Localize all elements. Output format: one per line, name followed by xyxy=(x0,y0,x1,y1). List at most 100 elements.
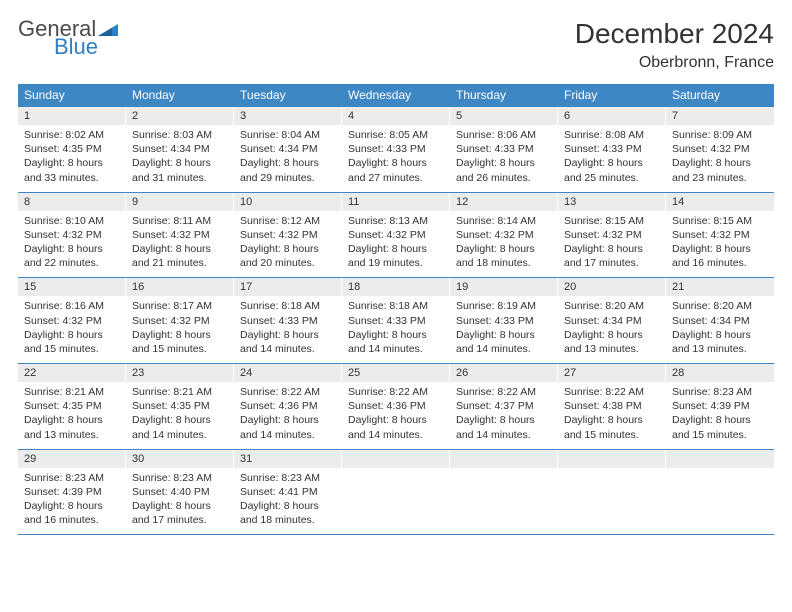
day-number: 2 xyxy=(126,107,234,125)
sunrise-text: Sunrise: 8:13 AM xyxy=(348,214,444,228)
day-cell: 5Sunrise: 8:06 AMSunset: 4:33 PMDaylight… xyxy=(450,107,558,193)
week-row: 1Sunrise: 8:02 AMSunset: 4:35 PMDaylight… xyxy=(18,107,774,193)
daylight-text: Daylight: 8 hours xyxy=(24,499,120,513)
day-cell: 24Sunrise: 8:22 AMSunset: 4:36 PMDayligh… xyxy=(234,364,342,450)
sunset-text: Sunset: 4:34 PM xyxy=(132,142,228,156)
sunrise-text: Sunrise: 8:21 AM xyxy=(24,385,120,399)
sunrise-text: Sunrise: 8:16 AM xyxy=(24,299,120,313)
daylight-text: Daylight: 8 hours xyxy=(456,328,552,342)
day-body: Sunrise: 8:22 AMSunset: 4:37 PMDaylight:… xyxy=(450,382,558,449)
day-number: 3 xyxy=(234,107,342,125)
daylight-text: and 17 minutes. xyxy=(132,513,228,527)
daylight-text: Daylight: 8 hours xyxy=(348,328,444,342)
day-body: Sunrise: 8:23 AMSunset: 4:39 PMDaylight:… xyxy=(18,468,126,535)
day-body: Sunrise: 8:22 AMSunset: 4:38 PMDaylight:… xyxy=(558,382,666,449)
daylight-text: and 14 minutes. xyxy=(456,342,552,356)
day-number xyxy=(666,450,774,468)
sunrise-text: Sunrise: 8:23 AM xyxy=(24,471,120,485)
sunrise-text: Sunrise: 8:20 AM xyxy=(672,299,768,313)
daylight-text: Daylight: 8 hours xyxy=(672,413,768,427)
day-body: Sunrise: 8:05 AMSunset: 4:33 PMDaylight:… xyxy=(342,125,450,192)
day-cell: 20Sunrise: 8:20 AMSunset: 4:34 PMDayligh… xyxy=(558,278,666,364)
daylight-text: and 14 minutes. xyxy=(456,428,552,442)
daylight-text: Daylight: 8 hours xyxy=(348,156,444,170)
day-cell: 30Sunrise: 8:23 AMSunset: 4:40 PMDayligh… xyxy=(126,449,234,535)
day-body: Sunrise: 8:14 AMSunset: 4:32 PMDaylight:… xyxy=(450,211,558,278)
day-number: 17 xyxy=(234,278,342,296)
day-header: Sunday xyxy=(18,84,126,107)
day-body: Sunrise: 8:11 AMSunset: 4:32 PMDaylight:… xyxy=(126,211,234,278)
day-number: 6 xyxy=(558,107,666,125)
daylight-text: and 14 minutes. xyxy=(348,428,444,442)
daylight-text: Daylight: 8 hours xyxy=(24,156,120,170)
day-cell: 10Sunrise: 8:12 AMSunset: 4:32 PMDayligh… xyxy=(234,192,342,278)
daylight-text: and 13 minutes. xyxy=(24,428,120,442)
sunset-text: Sunset: 4:37 PM xyxy=(456,399,552,413)
day-number xyxy=(450,450,558,468)
day-cell: 21Sunrise: 8:20 AMSunset: 4:34 PMDayligh… xyxy=(666,278,774,364)
sunset-text: Sunset: 4:39 PM xyxy=(24,485,120,499)
daylight-text: Daylight: 8 hours xyxy=(132,328,228,342)
daylight-text: and 27 minutes. xyxy=(348,171,444,185)
sunset-text: Sunset: 4:32 PM xyxy=(564,228,660,242)
sunrise-text: Sunrise: 8:15 AM xyxy=(672,214,768,228)
daylight-text: Daylight: 8 hours xyxy=(24,242,120,256)
day-cell: 17Sunrise: 8:18 AMSunset: 4:33 PMDayligh… xyxy=(234,278,342,364)
day-cell: 22Sunrise: 8:21 AMSunset: 4:35 PMDayligh… xyxy=(18,364,126,450)
day-cell xyxy=(450,449,558,535)
sunrise-text: Sunrise: 8:04 AM xyxy=(240,128,336,142)
day-body: Sunrise: 8:22 AMSunset: 4:36 PMDaylight:… xyxy=(234,382,342,449)
day-number: 15 xyxy=(18,278,126,296)
day-number xyxy=(342,450,450,468)
sunset-text: Sunset: 4:35 PM xyxy=(132,399,228,413)
sunset-text: Sunset: 4:32 PM xyxy=(348,228,444,242)
daylight-text: and 17 minutes. xyxy=(564,256,660,270)
day-cell: 28Sunrise: 8:23 AMSunset: 4:39 PMDayligh… xyxy=(666,364,774,450)
sunrise-text: Sunrise: 8:18 AM xyxy=(348,299,444,313)
daylight-text: and 14 minutes. xyxy=(132,428,228,442)
daylight-text: and 33 minutes. xyxy=(24,171,120,185)
day-cell: 1Sunrise: 8:02 AMSunset: 4:35 PMDaylight… xyxy=(18,107,126,193)
day-number: 24 xyxy=(234,364,342,382)
daylight-text: Daylight: 8 hours xyxy=(456,413,552,427)
daylight-text: and 13 minutes. xyxy=(564,342,660,356)
day-number: 22 xyxy=(18,364,126,382)
day-number: 30 xyxy=(126,450,234,468)
day-cell: 2Sunrise: 8:03 AMSunset: 4:34 PMDaylight… xyxy=(126,107,234,193)
day-body: Sunrise: 8:19 AMSunset: 4:33 PMDaylight:… xyxy=(450,296,558,363)
day-cell: 13Sunrise: 8:15 AMSunset: 4:32 PMDayligh… xyxy=(558,192,666,278)
sunrise-text: Sunrise: 8:22 AM xyxy=(348,385,444,399)
day-number: 5 xyxy=(450,107,558,125)
daylight-text: Daylight: 8 hours xyxy=(564,156,660,170)
daylight-text: and 16 minutes. xyxy=(672,256,768,270)
daylight-text: and 14 minutes. xyxy=(240,428,336,442)
day-body: Sunrise: 8:20 AMSunset: 4:34 PMDaylight:… xyxy=(558,296,666,363)
day-number: 18 xyxy=(342,278,450,296)
daylight-text: and 18 minutes. xyxy=(456,256,552,270)
title-block: December 2024 Oberbronn, France xyxy=(575,18,774,72)
day-header-row: Sunday Monday Tuesday Wednesday Thursday… xyxy=(18,84,774,107)
day-number: 11 xyxy=(342,193,450,211)
day-cell: 23Sunrise: 8:21 AMSunset: 4:35 PMDayligh… xyxy=(126,364,234,450)
calendar-page: General Blue December 2024 Oberbronn, Fr… xyxy=(0,0,792,545)
day-number: 16 xyxy=(126,278,234,296)
sunset-text: Sunset: 4:39 PM xyxy=(672,399,768,413)
day-cell: 15Sunrise: 8:16 AMSunset: 4:32 PMDayligh… xyxy=(18,278,126,364)
sunset-text: Sunset: 4:32 PM xyxy=(672,228,768,242)
day-number: 1 xyxy=(18,107,126,125)
day-body: Sunrise: 8:15 AMSunset: 4:32 PMDaylight:… xyxy=(558,211,666,278)
daylight-text: Daylight: 8 hours xyxy=(564,413,660,427)
day-cell: 3Sunrise: 8:04 AMSunset: 4:34 PMDaylight… xyxy=(234,107,342,193)
daylight-text: Daylight: 8 hours xyxy=(240,156,336,170)
day-number: 28 xyxy=(666,364,774,382)
calendar-table: Sunday Monday Tuesday Wednesday Thursday… xyxy=(18,84,774,535)
day-cell: 6Sunrise: 8:08 AMSunset: 4:33 PMDaylight… xyxy=(558,107,666,193)
sunrise-text: Sunrise: 8:21 AM xyxy=(132,385,228,399)
week-row: 22Sunrise: 8:21 AMSunset: 4:35 PMDayligh… xyxy=(18,364,774,450)
day-body: Sunrise: 8:10 AMSunset: 4:32 PMDaylight:… xyxy=(18,211,126,278)
day-body xyxy=(666,468,774,524)
day-body: Sunrise: 8:03 AMSunset: 4:34 PMDaylight:… xyxy=(126,125,234,192)
brand-logo: General Blue xyxy=(18,18,118,58)
day-body: Sunrise: 8:21 AMSunset: 4:35 PMDaylight:… xyxy=(126,382,234,449)
day-header: Saturday xyxy=(666,84,774,107)
